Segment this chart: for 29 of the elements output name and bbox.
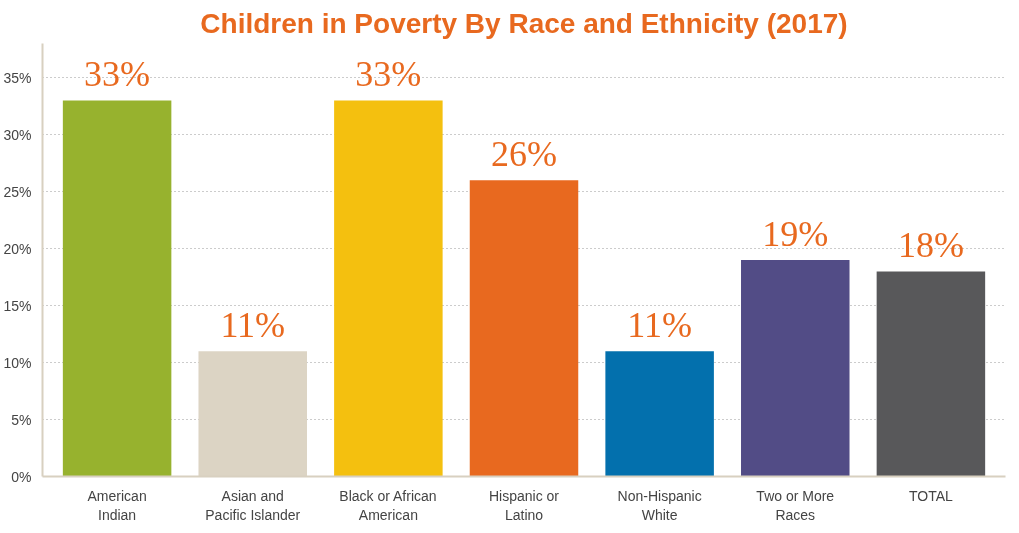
y-tick-label: 10% — [3, 354, 32, 371]
x-tick-label: Black or African American — [339, 487, 437, 523]
bar — [62, 100, 172, 477]
data-label: 11% — [220, 305, 286, 346]
y-tick-label: 5% — [11, 411, 32, 428]
bar — [605, 351, 714, 477]
y-tick-label: 30% — [3, 126, 32, 143]
data-label: 33% — [355, 54, 422, 95]
y-tick-label: 35% — [3, 69, 32, 86]
x-tick-label: TOTAL — [908, 487, 954, 504]
bar — [741, 260, 850, 477]
x-tick-label: Hispanic or Latino — [488, 487, 560, 523]
y-tick-label: 20% — [3, 240, 32, 257]
y-tick-label: 0% — [11, 468, 32, 485]
bar — [334, 100, 443, 477]
x-tick-label: Asian and Pacific Islander — [205, 487, 301, 523]
data-label: 26% — [491, 134, 558, 175]
y-tick-label: 15% — [3, 297, 32, 314]
data-label: 19% — [762, 214, 829, 254]
data-label: 33% — [84, 54, 151, 95]
x-tick-label: Non-Hispanic White — [617, 487, 702, 523]
data-label: 11% — [627, 305, 692, 346]
y-tick-label: 25% — [3, 183, 32, 200]
bar — [876, 271, 986, 477]
chart-title: Children in Poverty By Race and Ethnicity (2017) — [200, 7, 848, 39]
data-label: 18% — [897, 225, 964, 266]
x-tick-label: American Indian — [87, 487, 147, 523]
x-tick-label: Two or More Races — [756, 487, 835, 523]
bar — [469, 180, 579, 477]
